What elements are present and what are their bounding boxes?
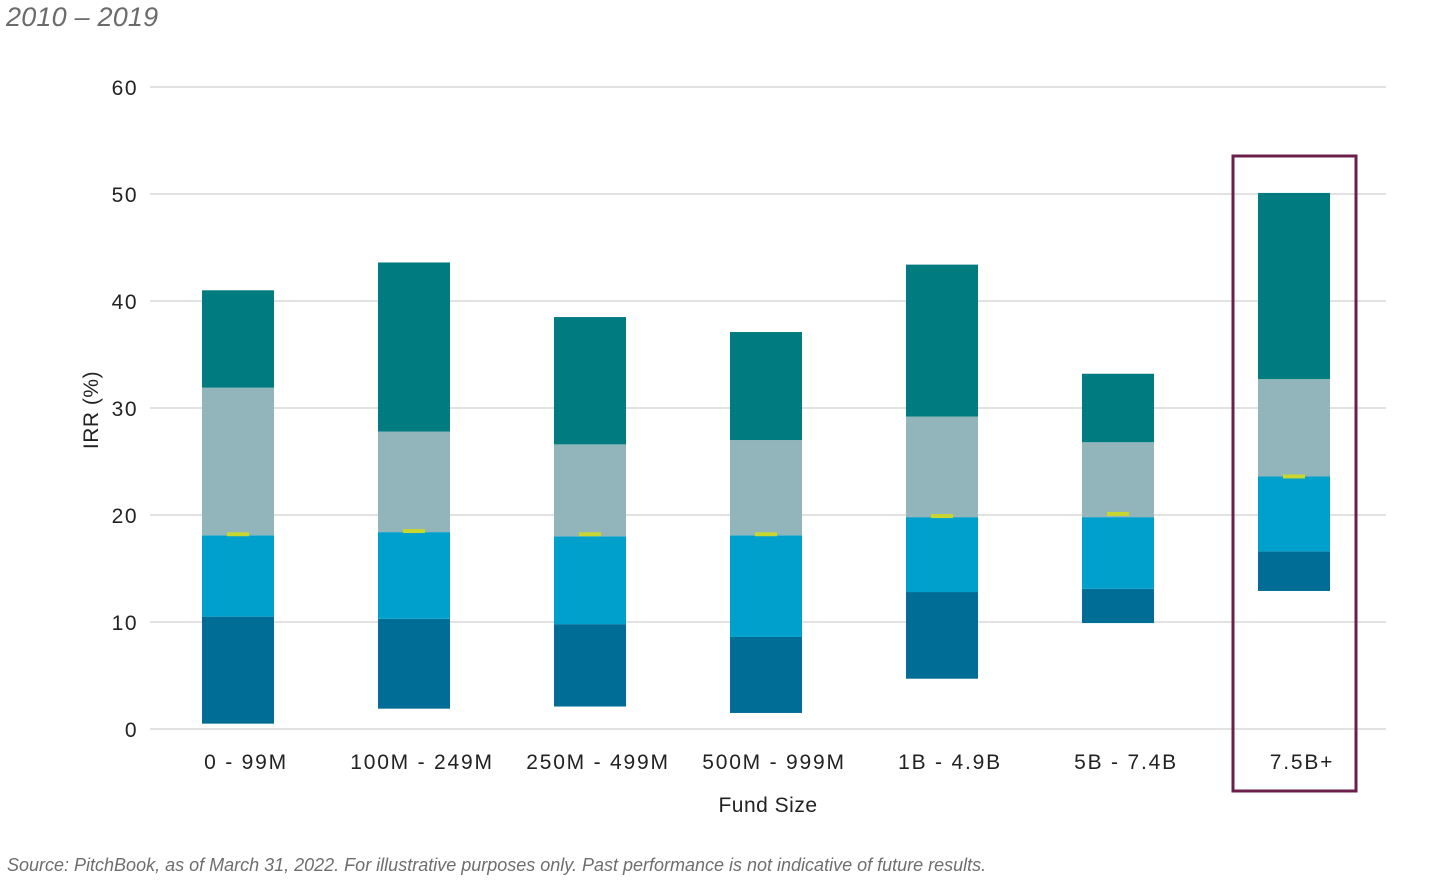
bar-segment xyxy=(1258,476,1330,552)
bar-segment xyxy=(554,536,626,625)
bar-segment xyxy=(378,431,450,533)
median-marker xyxy=(579,532,601,537)
y-tick-label: 30 xyxy=(112,398,138,421)
x-tick-label: 7.5B+ xyxy=(1270,751,1334,774)
chart-subtitle: 2010 – 2019 xyxy=(6,2,159,32)
bar-segment xyxy=(378,262,450,432)
y-tick-label: 20 xyxy=(112,505,138,528)
bar-segment xyxy=(554,624,626,707)
x-axis-labels: 0 - 99M 100M - 249M 250M - 499M 500M - 999M… xyxy=(204,751,1334,774)
bar-segment xyxy=(1258,379,1330,477)
y-axis-title: IRR (%) xyxy=(80,371,103,449)
bar-segment xyxy=(202,387,274,536)
bar-segment xyxy=(906,264,978,417)
bar-segment xyxy=(906,592,978,679)
bar-segment xyxy=(378,532,450,619)
bar-segment xyxy=(554,317,626,445)
x-tick-label: 500M - 999M xyxy=(702,751,846,774)
bar-segment xyxy=(202,290,274,388)
x-tick-label: 100M - 249M xyxy=(350,751,494,774)
median-marker xyxy=(227,532,249,537)
y-tick-label: 60 xyxy=(112,77,138,100)
bar-segment xyxy=(1082,517,1154,589)
bar-segment xyxy=(202,535,274,617)
bar-segment xyxy=(1082,588,1154,624)
x-tick-label: 1B - 4.9B xyxy=(898,751,1002,774)
median-marker xyxy=(403,529,425,534)
y-axis-ticks: 0 10 20 30 40 50 60 xyxy=(112,77,138,742)
x-tick-label: 5B - 7.4B xyxy=(1074,751,1178,774)
y-tick-label: 10 xyxy=(112,612,138,635)
bar-segment xyxy=(730,440,802,536)
bar-segment xyxy=(1082,373,1154,443)
median-marker xyxy=(931,514,953,519)
bar-segment xyxy=(202,616,274,724)
bar-segment xyxy=(1258,192,1330,380)
y-tick-label: 40 xyxy=(112,291,138,314)
highlight xyxy=(1231,154,1358,793)
bar-segment xyxy=(554,444,626,537)
x-tick-label: 0 - 99M xyxy=(204,751,288,774)
bars xyxy=(202,192,1330,724)
y-tick-label: 0 xyxy=(125,719,138,742)
y-tick-label: 50 xyxy=(112,184,138,207)
bar-segment xyxy=(730,535,802,637)
bar-segment xyxy=(906,517,978,593)
median-marker xyxy=(1107,511,1129,516)
bar-segment xyxy=(730,332,802,441)
x-tick-label: 250M - 499M xyxy=(526,751,670,774)
median-marker xyxy=(755,532,777,537)
bar-segment xyxy=(730,636,802,713)
bar-segment xyxy=(906,416,978,518)
bar-segment xyxy=(1082,442,1154,518)
median-marker xyxy=(1283,474,1305,479)
bar-segment xyxy=(378,618,450,709)
x-axis-title: Fund Size xyxy=(718,794,817,817)
source-note: Source: PitchBook, as of March 31, 2022.… xyxy=(7,855,987,875)
bar-segment xyxy=(1258,551,1330,591)
highlight-box xyxy=(1231,154,1358,793)
median-markers xyxy=(227,474,1305,537)
